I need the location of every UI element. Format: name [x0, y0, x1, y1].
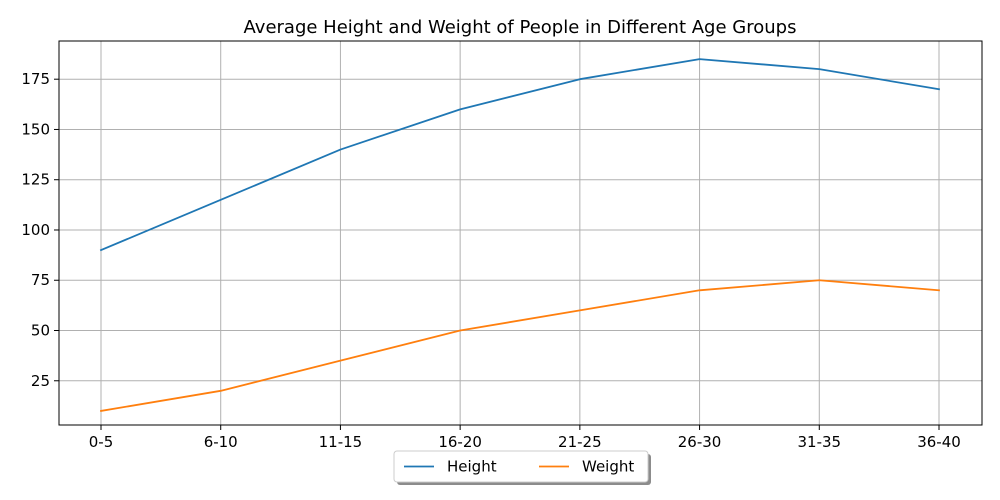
x-tick-label: 31-35	[797, 433, 841, 451]
x-tick-label: 21-25	[558, 433, 602, 451]
x-tick-label: 11-15	[319, 433, 363, 451]
legend-box	[393, 450, 649, 483]
x-tick-label: 16-20	[438, 433, 482, 451]
series-line-height	[99, 58, 941, 252]
y-tick-label: 175	[21, 70, 50, 88]
chart-title: Average Height and Weight of People in D…	[244, 17, 797, 38]
x-tick-label: 26-30	[678, 433, 722, 451]
y-tick-label: 50	[31, 322, 50, 340]
x-tick-label: 36-40	[917, 433, 961, 451]
y-tick-label: 100	[21, 221, 50, 239]
axis-ticks: 0-5 6-10 11-15 16-20 21-25 26-30 31-35 36-40 25 5…	[21, 70, 960, 451]
legend: Height Weight	[393, 450, 651, 485]
plot-area-frame	[58, 40, 983, 426]
grid-lines	[59, 41, 982, 425]
y-tick-label: 125	[21, 171, 50, 189]
y-tick-label: 75	[31, 271, 50, 289]
legend-label-weight: Weight	[582, 458, 634, 476]
series-lines	[99, 58, 941, 412]
series-line-weight	[99, 279, 940, 412]
x-tick-label: 6-10	[204, 433, 238, 451]
y-tick-label: 25	[31, 372, 50, 390]
y-tick-label: 150	[21, 120, 50, 138]
legend-label-height: Height	[447, 458, 497, 476]
x-tick-label: 0-5	[89, 433, 114, 451]
